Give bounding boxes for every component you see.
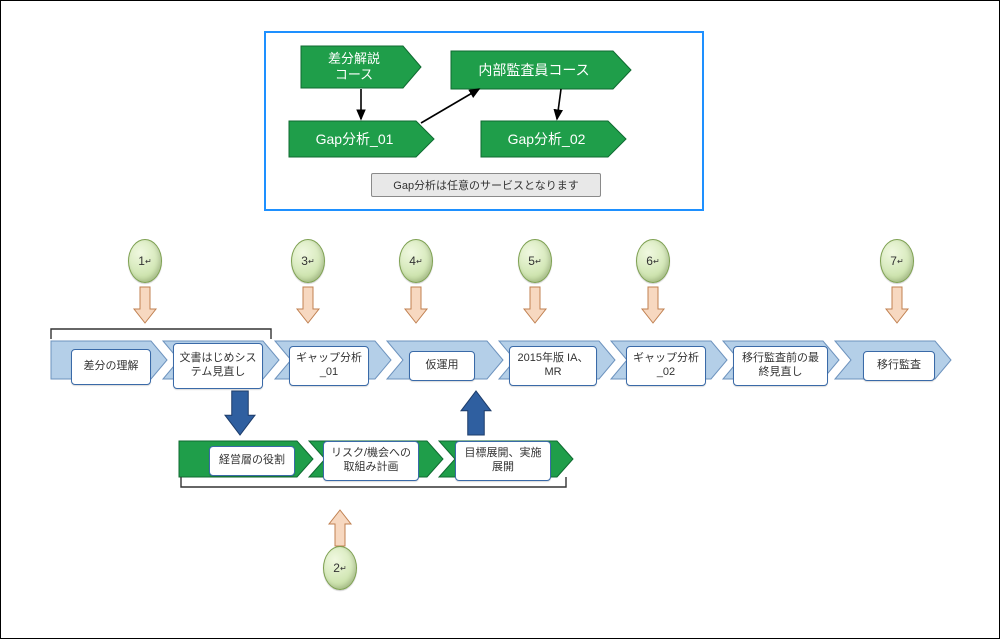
gap-note-text: Gap分析は任意のサービスとなります — [393, 177, 578, 193]
sub-step-label-1: リスク/機会への取組み計画 — [323, 441, 419, 481]
step-badge-5: 5↵ — [518, 239, 552, 283]
step-badge-3: 3↵ — [291, 239, 325, 283]
step-badge-6: 6↵ — [636, 239, 670, 283]
step-badge-4: 4↵ — [399, 239, 433, 283]
diagram-canvas: Gap分析は任意のサービスとなります 差分解説コース 内部監査員コース Gap分析_… — [0, 0, 1000, 639]
top-node-gap01: Gap分析_01 — [289, 121, 420, 157]
main-step-label-5: ギャップ分析_02 — [626, 346, 706, 386]
top-node-diff_course: 差分解説コース — [301, 46, 407, 88]
sub-step-label-2: 目標展開、実施展開 — [455, 441, 551, 481]
main-step-label-0: 差分の理解 — [71, 349, 151, 385]
main-step-label-3: 仮運用 — [409, 351, 475, 381]
gap-note: Gap分析は任意のサービスとなります — [371, 173, 601, 197]
top-node-internal_aud: 内部監査員コース — [451, 51, 617, 89]
main-step-label-7: 移行監査 — [863, 351, 935, 381]
top-node-gap02: Gap分析_02 — [481, 121, 612, 157]
main-step-label-4: 2015年版 IA、MR — [509, 346, 597, 386]
sub-step-label-0: 経営層の役割 — [209, 446, 295, 476]
step-badge-7: 7↵ — [880, 239, 914, 283]
main-step-label-1: 文書はじめシステム見直し — [173, 343, 263, 389]
step-badge-1: 1↵ — [128, 239, 162, 283]
step-badge-2: 2↵ — [323, 546, 357, 590]
main-step-label-6: 移行監査前の最終見直し — [733, 346, 828, 386]
main-step-label-2: ギャップ分析_01 — [289, 346, 369, 386]
